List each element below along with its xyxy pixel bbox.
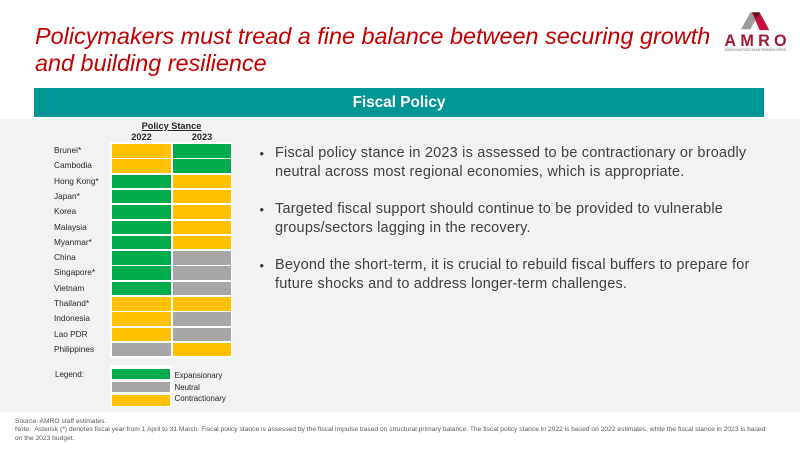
svg-text:ASEAN+3 MACROECONOMIC RESEARCH: ASEAN+3 MACROECONOMIC RESEARCH OFFICE	[725, 48, 787, 52]
